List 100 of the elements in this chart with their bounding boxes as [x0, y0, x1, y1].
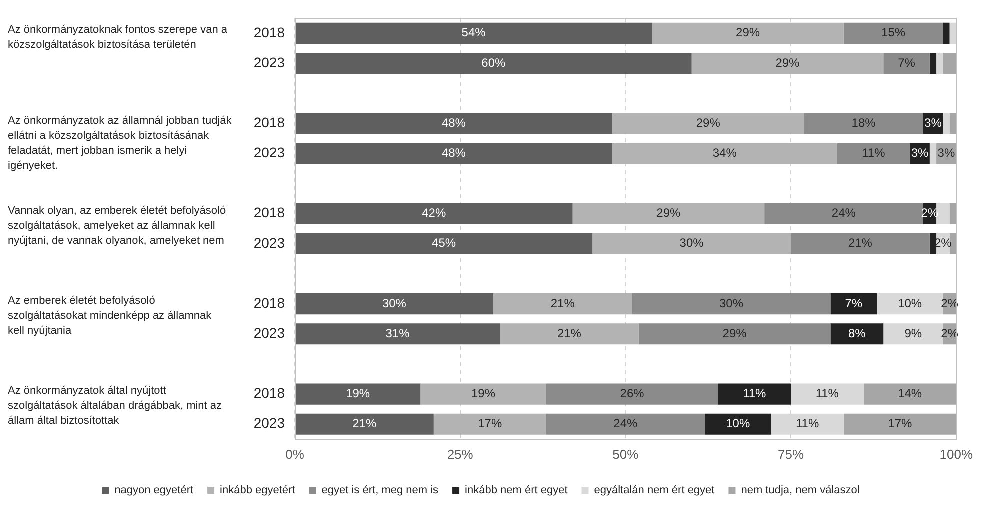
bar [692, 52, 884, 74]
data-label: 18% [852, 116, 876, 130]
bar [764, 203, 924, 224]
data-label: 30% [680, 236, 704, 250]
bar [296, 113, 612, 134]
bar [804, 113, 924, 134]
bar [612, 143, 838, 164]
data-label: 31% [386, 326, 410, 340]
data-label: 3% [938, 146, 956, 160]
data-label: 29% [722, 326, 748, 340]
bar [877, 294, 944, 315]
data-label: 34% [712, 146, 738, 160]
data-label: 10% [898, 296, 922, 310]
bar [638, 324, 831, 345]
x-tick-label: 0% [286, 446, 305, 462]
bar [493, 294, 632, 315]
data-label: 11% [743, 386, 767, 401]
legend-label: nem tudja, nem válaszol [741, 484, 860, 497]
legend-label: nagyon egyetért [114, 484, 194, 497]
y-tick-label: 2023 [254, 144, 286, 161]
text: Az önkormányzatoknak fontos szerepe van a közszolgáltatások biztosítása területén [8, 23, 228, 54]
y-tick-label: 2023 [254, 415, 286, 432]
data-label: 11% [796, 416, 820, 431]
y-tick-label: 2018 [254, 294, 286, 311]
data-label: 7% [898, 56, 916, 70]
y-tick-label: 2023 [254, 325, 286, 342]
legend-label: inkább nem ért egyet [465, 484, 568, 497]
bar [930, 52, 937, 74]
bar [612, 113, 804, 134]
data-label: 21% [557, 326, 582, 340]
bar [930, 143, 937, 164]
bar [652, 22, 844, 44]
bar [884, 52, 930, 74]
legend-label: egyet is ért, meg nem is [322, 484, 440, 497]
bar [296, 414, 434, 435]
bar [434, 414, 546, 435]
y-tick-label: 2018 [254, 24, 286, 40]
y-tick-label: 2023 [254, 234, 286, 251]
bar [791, 233, 930, 254]
bar [296, 324, 500, 345]
bar [296, 294, 494, 315]
data-label: 30% [719, 296, 744, 310]
y-tick-label: 2023 [254, 54, 286, 70]
bar [546, 384, 718, 405]
data-label: 30% [382, 296, 407, 310]
data-label: 17% [478, 416, 502, 431]
bar [930, 233, 937, 254]
data-label: 54% [462, 26, 486, 40]
data-label: 15% [882, 26, 906, 40]
data-label: 19% [471, 386, 496, 401]
bar [830, 294, 878, 315]
bar [864, 384, 956, 405]
bar [844, 414, 956, 435]
data-label: 17% [888, 416, 912, 431]
text: Vannak olyan, az emberek életét befolyásoló szolgáltatások, amelyeket az államnak kell nyújtani, de vannak olyanok, amelyeket nem [8, 204, 226, 249]
data-label: 26% [620, 386, 645, 401]
bar [296, 22, 652, 44]
data-label: 8% [848, 326, 866, 340]
text: Az önkormányzatok által nyújtott szolgáltatások általában drágábbak, mint az állam által biztosítottak [8, 384, 222, 430]
data-label: 21% [848, 236, 873, 250]
data-label: 29% [696, 116, 721, 130]
legend-label: inkább egyetért [220, 484, 296, 497]
x-tick-label: 25% [447, 446, 474, 462]
bar [950, 203, 956, 224]
bar [296, 143, 612, 164]
data-label: 7% [845, 296, 863, 310]
bar [546, 414, 706, 435]
bar [718, 384, 792, 405]
data-label: 10% [726, 416, 750, 431]
bar [296, 52, 692, 74]
data-label: 24% [832, 206, 856, 220]
data-label: 9% [904, 326, 922, 340]
data-label: 3% [924, 116, 942, 130]
data-label: 29% [656, 206, 682, 220]
bar [943, 52, 956, 74]
bar [950, 22, 956, 44]
x-tick-label: 50% [612, 446, 640, 462]
text: Az emberek életét befolyásoló szolgáltatásokat mindenképp az államnak kell nyújtania [8, 294, 212, 340]
data-label: 48% [442, 146, 466, 160]
data-label: 48% [442, 116, 466, 130]
bar [296, 384, 421, 405]
data-label: 24% [614, 416, 638, 431]
y-tick-label: 2018 [254, 385, 286, 402]
bar [936, 52, 944, 74]
bar [950, 113, 956, 134]
data-label: 42% [422, 206, 446, 220]
x-tick-label: 100% [940, 446, 974, 462]
data-label: 29% [736, 26, 760, 40]
bar [943, 22, 950, 44]
bar [943, 113, 950, 134]
data-label: 21% [352, 416, 378, 431]
data-label: 11% [816, 386, 840, 401]
legend-label: egyáltalán nem ért egyet [594, 484, 715, 497]
data-label: 29% [776, 56, 800, 70]
data-label: 19% [346, 386, 370, 401]
bar [884, 324, 944, 345]
data-label: 45% [432, 236, 456, 250]
bar [844, 22, 944, 44]
bar [830, 324, 884, 345]
bar [296, 203, 573, 224]
